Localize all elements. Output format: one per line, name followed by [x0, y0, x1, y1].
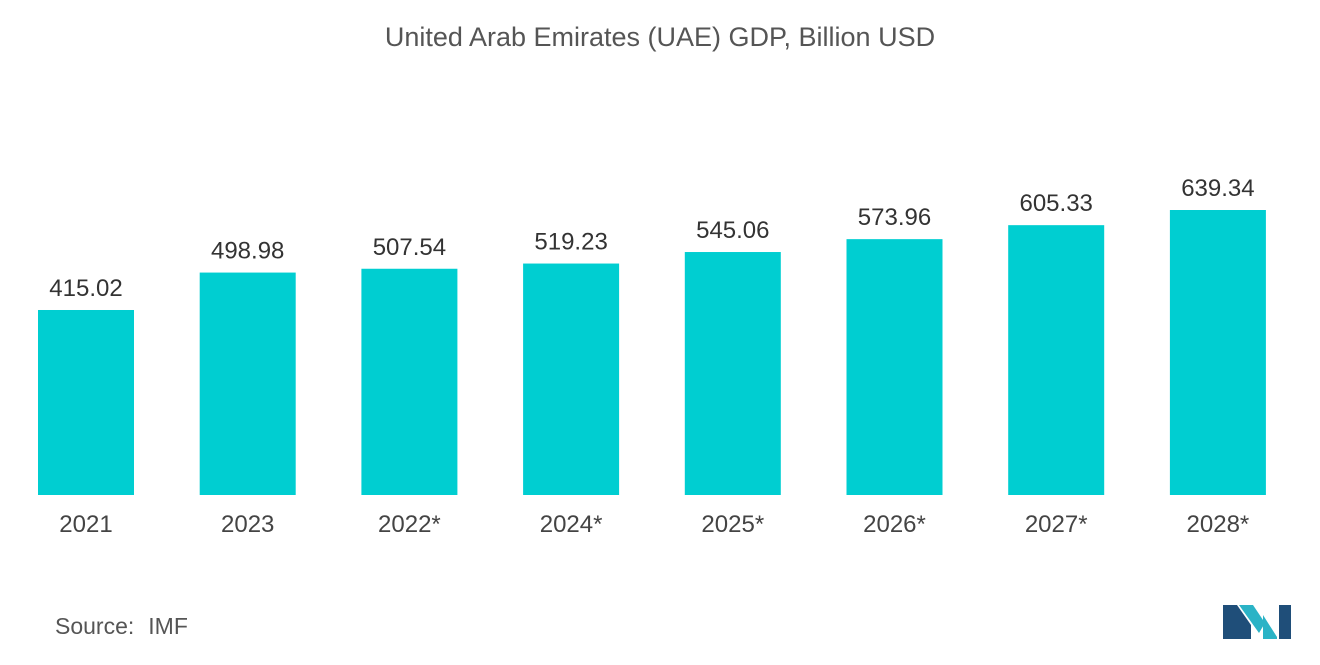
bar-2027*	[1008, 225, 1105, 495]
bar-2024*	[523, 263, 620, 495]
source-value: IMF	[148, 613, 188, 639]
bar-2025*	[684, 252, 781, 495]
brand-logo-icon	[1223, 605, 1291, 639]
logo-right-bar	[1279, 605, 1291, 639]
logo-left-shape	[1223, 605, 1251, 639]
bar-2026*	[846, 239, 943, 495]
category-label: 2028*	[1187, 511, 1250, 538]
logo-right-shape	[1263, 615, 1277, 639]
value-label: 545.06	[696, 217, 769, 244]
value-label: 498.98	[211, 238, 284, 265]
bar-2022*	[361, 268, 458, 495]
value-label: 573.96	[858, 204, 931, 231]
source-label: Source:	[55, 613, 135, 639]
value-label: 639.34	[1181, 175, 1254, 202]
value-label: 519.23	[534, 229, 607, 256]
value-label: 415.02	[49, 275, 122, 302]
value-label: 605.33	[1019, 190, 1092, 217]
chart-title: United Arab Emirates (UAE) GDP, Billion …	[384, 22, 936, 52]
category-label: 2026*	[863, 511, 926, 538]
bar-2028*	[1169, 210, 1266, 495]
category-label: 2021	[59, 511, 112, 538]
category-label: 2027*	[1025, 511, 1088, 538]
category-label: 2022*	[378, 511, 441, 538]
category-label: 2024*	[540, 511, 603, 538]
source-note: Source: IMF	[55, 613, 188, 640]
bar-chart: 415.02 2021 498.98 2023 507.54 2022* 519.23 202…	[38, 175, 1266, 538]
bar-2021	[38, 309, 134, 495]
value-label: 507.54	[373, 234, 446, 261]
category-label: 2025*	[701, 511, 764, 538]
category-label: 2023	[221, 511, 274, 538]
bar-2023	[199, 272, 296, 495]
logo-left-accent	[1239, 605, 1265, 633]
